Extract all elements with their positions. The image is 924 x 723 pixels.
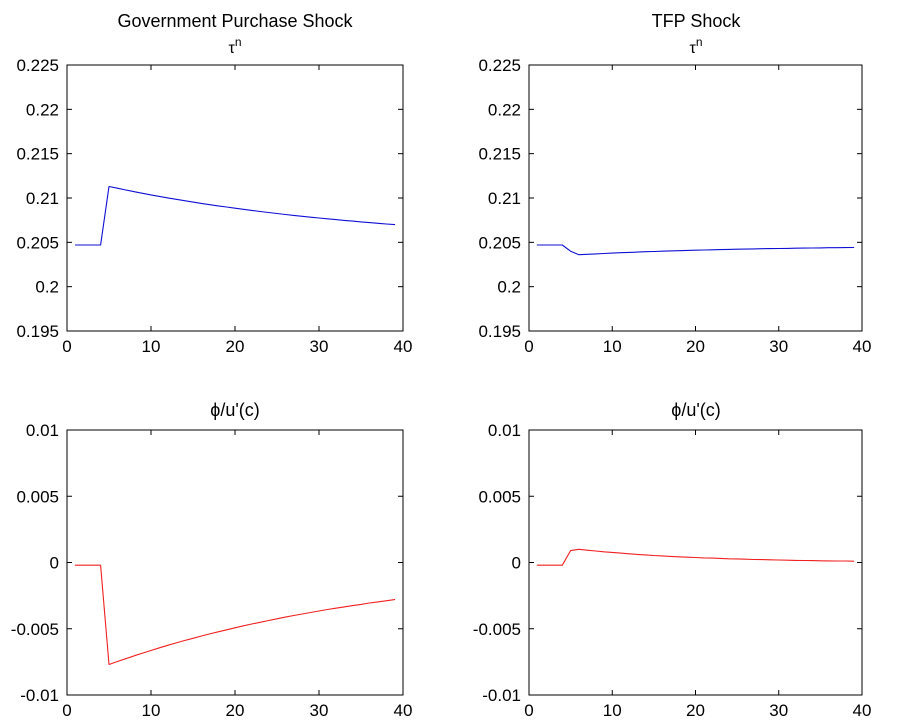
y-tick-label: 0.2 [497,278,521,297]
plot-box [528,64,863,332]
axes-tfp-phi-ratio: 0 10 20 30 40 -0.01 -0.005 0 0.005 0.01 [473,421,872,720]
x-tick-label: 30 [769,337,788,356]
x-tick-label: 10 [142,701,161,720]
axes-gov-purchase-phi-ratio: 0 10 20 30 40 -0.01 -0.005 0 0.005 0.01 [11,421,413,720]
axes-gov-purchase-tau-n: 0 10 20 30 40 0.195 0.2 0.205 0.21 0.215 0.22 0.225 [16,56,412,356]
plot-box [528,429,863,696]
plot-box [66,64,404,332]
plot-box [66,429,404,696]
y-tick-label: 0.21 [488,189,521,208]
y-tick-label: 0.215 [16,145,59,164]
y-tick-label: 0.225 [16,56,59,75]
y-tick-label: 0.195 [478,322,521,341]
y-tick-label: 0.2 [35,278,59,297]
x-tick-label: 0 [62,701,71,720]
y-tick-label: 0.205 [478,233,521,252]
subplot-title: ϕ/u'(c) [671,400,721,420]
y-tick-label: 0.01 [488,421,521,440]
x-tick-label: 0 [524,701,533,720]
x-tick-label: 10 [603,337,622,356]
x-tick-label: 10 [603,701,622,720]
y-tick-label: 0.005 [16,487,59,506]
axes-tfp-tau-n: 0 10 20 30 40 0.195 0.2 0.205 0.21 0.215 0.22 0.225 [478,56,871,356]
series-line [74,185,396,246]
series-line [536,548,855,566]
y-tick-label: 0.195 [16,322,59,341]
subplot-gov-purchase-phi-ratio: ϕ/u'(c) 0 10 20 30 40 -0.01 -0.005 0 0.005 0.01 [11,400,413,720]
x-tick-label: 40 [394,701,413,720]
x-tick-label: 20 [686,701,705,720]
x-tick-label: 0 [62,337,71,356]
y-tick-label: -0.005 [473,620,521,639]
x-tick-label: 10 [142,337,161,356]
x-tick-label: 20 [226,701,245,720]
series-line [74,564,396,666]
y-tick-label: 0.01 [26,421,59,440]
subplot-title: TFP Shock [652,11,742,31]
subplot-subtitle-tau-n: τn [689,35,702,57]
subplot-gov-purchase-tau-n: Government Purchase Shock τn 0 10 20 30 40 0.… [16,11,412,356]
x-tick-label: 30 [310,337,329,356]
y-tick-label: -0.01 [20,686,59,705]
x-tick-label: 30 [310,701,329,720]
y-tick-label: 0 [50,554,59,573]
y-tick-label: 0.005 [478,487,521,506]
x-tick-label: 20 [226,337,245,356]
subplot-tfp-tau-n: TFP Shock τn 0 10 20 30 400.1950.20.2050.210… [478,11,871,356]
subplot-title: Government Purchase Shock [117,11,353,31]
x-tick-label: 40 [394,337,413,356]
x-tick-label: 40 [853,701,872,720]
y-tick-label: 0.215 [478,145,521,164]
y-tick-label: -0.005 [11,620,59,639]
subplot-subtitle-tau-n: τn [228,35,241,57]
y-tick-label: 0 [512,554,521,573]
y-tick-label: 0.22 [26,100,59,119]
subplot-title: ϕ/u'(c) [210,400,260,420]
x-tick-label: 0 [524,337,533,356]
y-tick-label: 0.22 [488,100,521,119]
series-line [536,244,855,256]
y-tick-label: 0.21 [26,189,59,208]
subplot-tfp-phi-ratio: ϕ/u'(c) 0 10 20 30 40 -0.01 -0.005 0 0.005 0.01 [473,400,872,720]
y-tick-label: -0.01 [482,686,521,705]
x-tick-label: 40 [853,337,872,356]
y-tick-label: 0.225 [478,56,521,75]
y-tick-label: 0.205 [16,233,59,252]
x-tick-label: 20 [686,337,705,356]
x-tick-label: 30 [769,701,788,720]
